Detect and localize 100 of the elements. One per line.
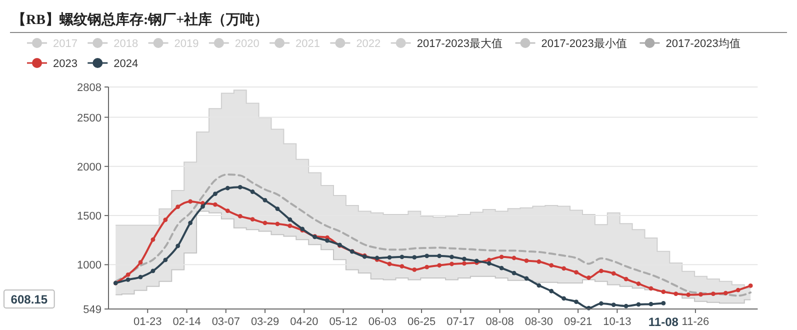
point: [450, 262, 454, 266]
point: [598, 268, 604, 274]
legend-label: 2017-2023最大值: [416, 37, 502, 50]
point: [126, 272, 130, 277]
point: [387, 255, 392, 260]
legend-label: 2024: [114, 58, 138, 70]
point: [188, 199, 193, 204]
point: [486, 261, 492, 266]
point: [611, 271, 616, 276]
point: [499, 254, 504, 260]
point: [225, 208, 230, 214]
point: [412, 255, 417, 260]
point: [288, 224, 292, 228]
x-tick-label: 06-25: [407, 316, 436, 328]
point: [450, 254, 454, 260]
point: [424, 254, 430, 258]
point: [138, 260, 143, 265]
x-tick-label: 07-17: [446, 316, 475, 328]
point: [574, 270, 578, 275]
point: [288, 217, 292, 222]
point: [524, 276, 529, 281]
point: [262, 198, 268, 202]
point: [636, 282, 641, 286]
point: [562, 266, 566, 271]
point: [213, 202, 218, 207]
x-tick-label: 10-13: [603, 316, 632, 328]
point: [549, 288, 554, 294]
point: [512, 256, 516, 260]
point: [412, 267, 417, 272]
legend-label: 2023: [53, 58, 78, 70]
text: 608.15: [10, 292, 48, 306]
point: [225, 186, 230, 190]
point: [574, 300, 578, 304]
point: [275, 206, 280, 212]
text: 11-08: [648, 315, 679, 329]
legend-label: 2017-2023最小值: [541, 37, 627, 50]
point: [150, 237, 156, 242]
point: [325, 238, 330, 243]
point: [275, 222, 280, 226]
y-tick-label: 1500: [77, 210, 102, 223]
point: [138, 274, 143, 280]
x-tick-label: 09-21: [564, 316, 592, 328]
point: [661, 301, 666, 306]
point: [536, 259, 542, 264]
point: [462, 261, 466, 266]
point: [661, 290, 666, 294]
point: [598, 301, 604, 306]
y-tick-label: 2808: [77, 82, 102, 94]
point: [711, 292, 716, 296]
point: [387, 262, 392, 266]
point: [723, 290, 728, 296]
point: [262, 220, 268, 226]
x-tick-label: 03-29: [250, 316, 280, 328]
point: [176, 244, 180, 248]
x-tick-label: 03-07: [212, 316, 240, 328]
y-tick-label: 549: [83, 304, 102, 316]
point: [188, 220, 193, 226]
point: [250, 217, 255, 222]
point: [648, 286, 654, 291]
point: [462, 256, 466, 262]
point: [512, 270, 516, 276]
point: [624, 304, 628, 308]
x-tick-label: 04-20: [290, 316, 318, 328]
x-tick-label: 01-23: [134, 316, 162, 328]
point: [536, 283, 542, 288]
point: [674, 292, 678, 296]
x-tick-label: 08-08: [486, 316, 514, 328]
point: [163, 218, 168, 222]
y-tick-label: 2000: [77, 161, 102, 174]
point: [648, 302, 654, 306]
chart-title: 【RB】螺纹钢总库存:钢厂+社库（万吨）: [12, 11, 268, 28]
x-tick-label: 06-03: [368, 316, 396, 328]
point: [524, 258, 529, 263]
point: [238, 214, 242, 218]
y-tick-label: 2500: [77, 112, 102, 124]
point: [499, 266, 504, 270]
point: [748, 284, 753, 288]
point: [200, 204, 205, 209]
point: [176, 204, 180, 209]
point: [586, 276, 591, 280]
point: [736, 288, 740, 292]
x-tick-label: 11-26: [682, 316, 710, 328]
point: [686, 292, 691, 297]
x-tick-label: 08-30: [524, 316, 553, 328]
x-tick-label: 02-14: [172, 316, 201, 328]
point: [163, 258, 168, 262]
legend-label: 2017-2023均值: [666, 38, 740, 50]
point: [437, 254, 442, 258]
point: [549, 263, 554, 268]
point: [562, 296, 566, 301]
point: [611, 302, 616, 307]
point: [213, 192, 218, 196]
line-series: [114, 173, 752, 297]
point: [250, 190, 255, 194]
point: [150, 268, 156, 274]
point: [400, 264, 404, 269]
point: [624, 276, 628, 282]
point: [424, 264, 430, 270]
point: [698, 292, 703, 297]
point: [636, 302, 641, 307]
